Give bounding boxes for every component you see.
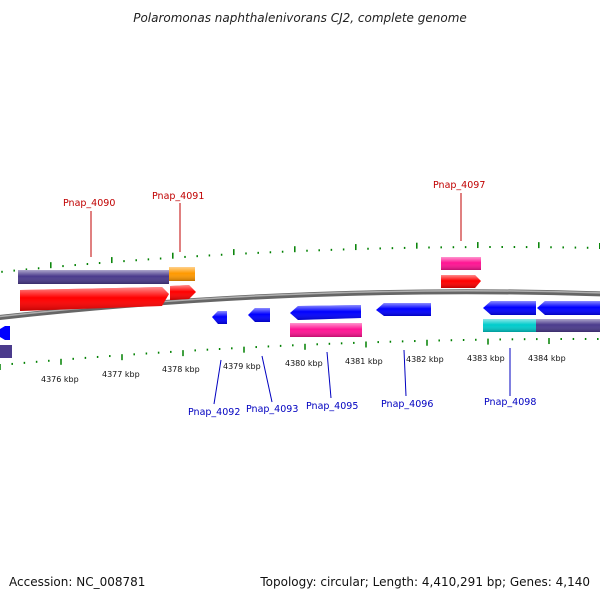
scale-label: 4377 kbp: [102, 370, 140, 379]
scale-labels: 4376 kbp 4377 kbp 4378 kbp 4379 kbp 4380…: [41, 354, 566, 384]
gene-label[interactable]: Pnap_4095: [306, 401, 358, 412]
scale-label: 4381 kbp: [345, 357, 383, 366]
gene-feature-left-edge[interactable]: [0, 345, 12, 358]
scale-label: 4382 kbp: [406, 355, 444, 364]
gene-label[interactable]: Pnap_4092: [188, 407, 240, 418]
scale-label: 4379 kbp: [223, 362, 261, 371]
bottom-gene-labels: Pnap_4092 Pnap_4093 Pnap_4095 Pnap_4096 …: [188, 348, 536, 418]
gene-label[interactable]: Pnap_4090: [63, 198, 115, 209]
scale-label: 4376 kbp: [41, 375, 79, 384]
gene-label[interactable]: Pnap_4097: [433, 180, 485, 191]
outer-tick-ring: [1, 242, 600, 273]
genome-backbone: [0, 289, 600, 320]
gene-label[interactable]: Pnap_4093: [246, 404, 298, 415]
scale-label: 4384 kbp: [528, 354, 566, 363]
top-gene-labels: Pnap_4090 Pnap_4091 Pnap_4097: [63, 180, 485, 257]
gene-label[interactable]: Pnap_4098: [484, 397, 536, 408]
cds-left-edge[interactable]: [0, 326, 10, 340]
accession-text: Accession: NC_008781: [9, 575, 146, 589]
scale-label: 4378 kbp: [162, 365, 200, 374]
bottom-features: [0, 301, 600, 358]
map-title: Polaromonas naphthalenivorans CJ2, compl…: [133, 11, 467, 25]
top-features: [18, 257, 481, 311]
scale-label: 4383 kbp: [467, 354, 505, 363]
inner-tick-ring: [0, 337, 599, 370]
gene-label[interactable]: Pnap_4091: [152, 191, 204, 202]
topology-text: Topology: circular; Length: 4,410,291 bp…: [260, 575, 590, 589]
scale-label: 4380 kbp: [285, 359, 323, 368]
gene-label[interactable]: Pnap_4096: [381, 399, 433, 410]
